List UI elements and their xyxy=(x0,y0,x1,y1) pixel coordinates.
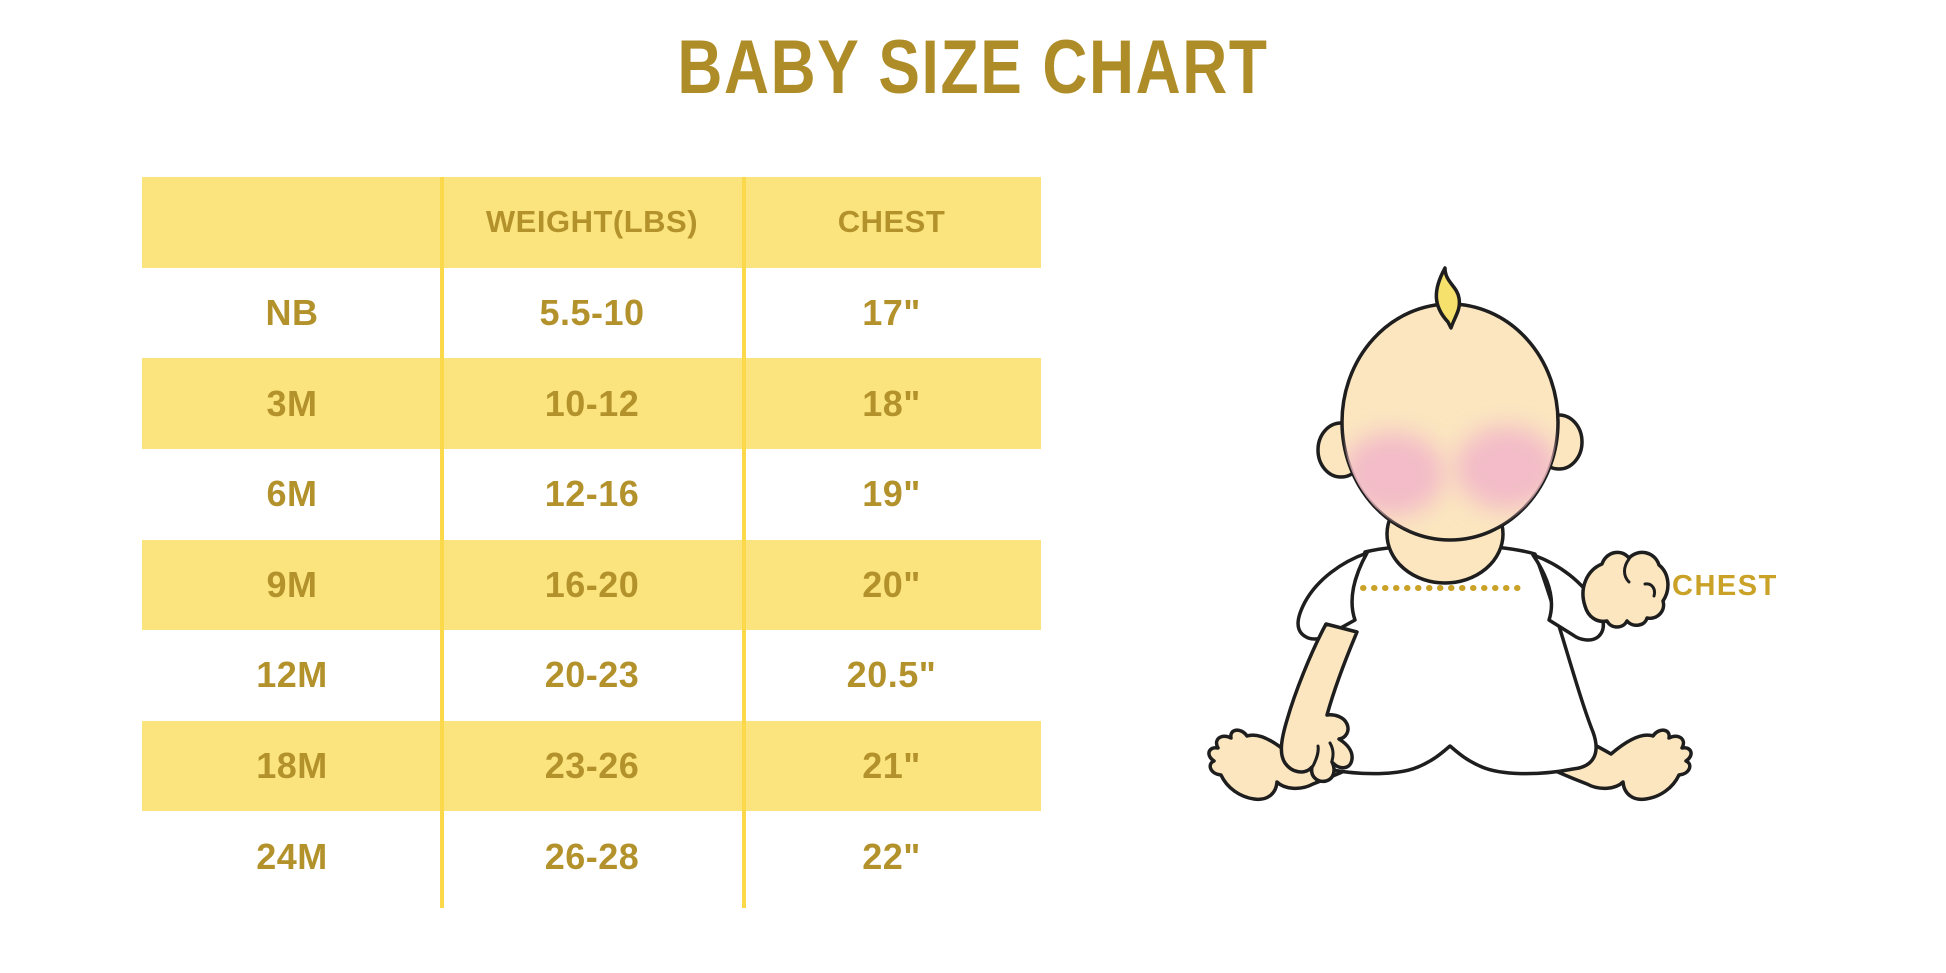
weight-cell: 12-16 xyxy=(544,473,640,515)
weight-cell: 5.5-10 xyxy=(539,291,645,333)
baby-left-hand-detail xyxy=(1311,741,1335,768)
weight-cell: 20-23 xyxy=(544,654,640,696)
size-table: WEIGHT(LBS) CHEST NB 5.5-10 17" 3M 10-12… xyxy=(142,177,1041,908)
weight-cell: 16-20 xyxy=(544,563,640,605)
chest-cell: 21" xyxy=(862,745,921,787)
baby-left-cheek xyxy=(1342,432,1445,516)
table-row: 18M 23-26 21" xyxy=(142,720,1041,812)
baby-left-sleeve xyxy=(1296,551,1369,641)
column-divider xyxy=(440,177,444,908)
baby-cheeks xyxy=(1342,426,1558,516)
table-row: 9M 16-20 20" xyxy=(142,539,1041,631)
baby-right-cheek xyxy=(1455,426,1558,510)
size-cell: NB xyxy=(265,291,319,333)
baby-hair xyxy=(1434,266,1462,330)
size-cell: 6M xyxy=(266,473,318,515)
size-cell: 24M xyxy=(256,835,328,877)
chest-cell: 19" xyxy=(862,473,921,515)
header-chest-cell: CHEST xyxy=(837,204,946,240)
baby-right-fist xyxy=(1581,550,1670,629)
baby-right-sleeve xyxy=(1531,553,1605,642)
baby-right-fist-detail xyxy=(1623,557,1656,598)
weight-cell: 10-12 xyxy=(544,382,640,424)
chest-cell: 18" xyxy=(862,382,921,424)
column-divider xyxy=(742,177,746,908)
chest-cell: 20" xyxy=(862,563,921,605)
chest-annotation-label: CHEST xyxy=(1672,570,1778,602)
chest-cell: 22" xyxy=(862,835,921,877)
baby-illustration xyxy=(1207,266,1693,802)
baby-body xyxy=(1296,543,1605,776)
size-cell: 9M xyxy=(266,563,318,605)
chest-cell: 17" xyxy=(862,291,921,333)
table-row: 12M 20-23 20.5" xyxy=(142,630,1041,721)
table-row: NB 5.5-10 17" xyxy=(142,268,1041,359)
page-title: BABY SIZE CHART xyxy=(677,25,1269,110)
chest-cell: 20.5" xyxy=(846,654,937,696)
table-row: 6M 12-16 19" xyxy=(142,449,1041,540)
weight-cell: 23-26 xyxy=(544,745,640,787)
table-header-row: WEIGHT(LBS) CHEST xyxy=(142,177,1041,268)
table-row: 3M 10-12 18" xyxy=(142,358,1041,449)
size-cell: 3M xyxy=(266,382,318,424)
header-weight-cell: WEIGHT(LBS) xyxy=(485,204,699,240)
size-cell: 18M xyxy=(256,745,328,787)
size-cell: 12M xyxy=(256,654,328,696)
weight-cell: 26-28 xyxy=(544,835,640,877)
table-row: 24M 26-28 22" xyxy=(142,811,1041,902)
